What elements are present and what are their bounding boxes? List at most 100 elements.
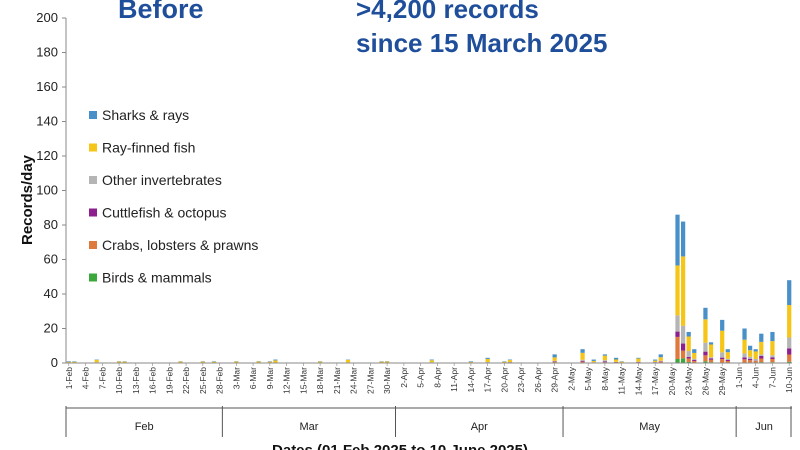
bar-segment-sharks-rays xyxy=(759,333,764,342)
bar-segment-crabs-lobsters-prawns xyxy=(658,361,663,363)
bar-segment-sharks-rays xyxy=(680,221,686,257)
bar-segment-ray-finned-fish xyxy=(725,352,730,359)
legend-label: Sharks & rays xyxy=(102,107,189,123)
x-date-label: 16-Feb xyxy=(148,367,158,394)
y-tick-label: 20 xyxy=(44,321,58,336)
y-tick-label: 60 xyxy=(44,252,58,267)
bar-segment-cuttlefish-octopus xyxy=(692,360,697,362)
x-date-label: 7-Feb xyxy=(97,367,107,389)
x-date-label: 7-Jun xyxy=(767,367,777,389)
bar-segment-ray-finned-fish xyxy=(708,344,714,358)
bar-segment-crabs-lobsters-prawns xyxy=(720,359,725,363)
bars-layer xyxy=(66,214,792,364)
bar-segment-sharks-rays xyxy=(658,354,663,358)
x-date-label: 18-Mar xyxy=(315,367,325,394)
bar-segment-crabs-lobsters-prawns xyxy=(680,350,686,359)
bar-segment-ray-finned-fish xyxy=(747,350,753,357)
bar-segment-crabs-lobsters-prawns xyxy=(747,360,753,363)
x-date-label: 8-Apr xyxy=(432,367,442,388)
x-date-label: 1-Feb xyxy=(64,367,74,389)
bar-segment-ray-finned-fish xyxy=(256,361,261,363)
banner-before: Before xyxy=(118,0,204,24)
bar-segment-ray-finned-fish xyxy=(692,352,697,359)
bar-segment-sharks-rays xyxy=(273,359,278,361)
bar-segment-ray-finned-fish xyxy=(178,361,183,363)
bar-segment-sharks-rays xyxy=(485,357,490,359)
bar-segment-sharks-rays xyxy=(552,354,557,358)
bar-segment-other-invertebrates xyxy=(753,358,758,361)
bar-segment-crabs-lobsters-prawns xyxy=(708,359,714,363)
bar-segment-sharks-rays xyxy=(708,342,714,345)
month-label: Feb xyxy=(135,421,154,433)
bar-segment-sharks-rays xyxy=(703,307,708,320)
y-tick-label: 140 xyxy=(36,114,58,129)
y-tick-label: 40 xyxy=(44,286,58,301)
x-date-label: 5-Apr xyxy=(416,367,426,388)
bar-segment-crabs-lobsters-prawns xyxy=(753,361,758,363)
bar-segment-cuttlefish-octopus xyxy=(602,361,608,363)
bar-segment-sharks-rays xyxy=(653,359,658,361)
x-date-label: 12-Mar xyxy=(282,367,292,394)
bar-segment-sharks-rays xyxy=(66,361,71,362)
bar-segment-other-invertebrates xyxy=(602,360,608,362)
bar-segment-other-invertebrates xyxy=(720,352,725,358)
bar-segment-ray-finned-fish xyxy=(770,341,775,356)
bar-segment-other-invertebrates xyxy=(692,358,697,361)
bar-segment-birds-mammals xyxy=(787,361,792,363)
bar-segment-sharks-rays xyxy=(468,361,473,362)
bar-segment-sharks-rays xyxy=(613,357,619,360)
legend-swatch xyxy=(89,176,97,184)
y-tick-label: 160 xyxy=(36,79,58,94)
bar-segment-cuttlefish-octopus xyxy=(742,357,747,360)
bar-segment-sharks-rays xyxy=(507,359,513,361)
bar-segment-crabs-lobsters-prawns xyxy=(770,359,775,363)
x-date-label: 20-Apr xyxy=(499,367,509,393)
bar-segment-ray-finned-fish xyxy=(485,358,490,362)
x-date-label: 8-May xyxy=(600,366,610,390)
x-date-label: 15-Mar xyxy=(298,367,308,394)
bar-segment-crabs-lobsters-prawns xyxy=(580,361,585,363)
x-date-label: 2-May xyxy=(566,366,576,390)
y-tick-label: 100 xyxy=(36,183,58,198)
bar-segment-sharks-rays xyxy=(770,331,775,342)
bar-segment-ray-finned-fish xyxy=(636,358,641,362)
x-date-label: 10-Feb xyxy=(114,367,124,394)
bar-segment-sharks-rays xyxy=(580,349,585,353)
bar-segment-ray-finned-fish xyxy=(720,330,725,353)
bar-segment-ray-finned-fish xyxy=(653,360,658,362)
x-date-label: 4-Feb xyxy=(81,367,91,389)
bar-segment-cuttlefish-octopus xyxy=(759,355,764,359)
bar-segment-cuttlefish-octopus xyxy=(708,358,714,360)
banner-records: >4,200 records since 15 March 2025 xyxy=(356,0,608,60)
bar-segment-other-invertebrates xyxy=(675,315,680,332)
bar-segment-ray-finned-fish xyxy=(703,319,708,343)
bar-segment-ray-finned-fish xyxy=(552,357,557,361)
bar-segment-sharks-rays xyxy=(787,280,792,306)
bar-segment-sharks-rays xyxy=(675,214,680,266)
x-date-label: 17-May xyxy=(650,366,660,395)
legend-label: Other invertebrates xyxy=(102,172,222,188)
x-date-label: 10-Jun xyxy=(784,367,794,393)
bar-segment-ray-finned-fish xyxy=(507,360,513,363)
x-date-label: 29-Apr xyxy=(550,367,560,393)
bar-segment-ray-finned-fish xyxy=(384,361,390,363)
bar-segment-birds-mammals xyxy=(686,361,691,363)
y-tick-label: 0 xyxy=(51,355,58,370)
bar-segment-ray-finned-fish xyxy=(468,361,473,363)
bar-segment-ray-finned-fish xyxy=(267,361,272,363)
bar-segment-other-invertebrates xyxy=(770,355,775,358)
x-date-label: 22-Feb xyxy=(181,367,191,394)
legend-swatch xyxy=(89,111,97,119)
x-date-label: 27-Mar xyxy=(365,367,375,394)
x-date-label: 25-Feb xyxy=(198,367,208,394)
x-date-label: 23-Apr xyxy=(516,367,526,393)
bar-segment-crabs-lobsters-prawns xyxy=(686,358,691,362)
bar-segment-ray-finned-fish xyxy=(94,359,99,363)
bar-segment-crabs-lobsters-prawns xyxy=(787,354,792,362)
x-date-label: 19-Feb xyxy=(164,367,174,394)
bar-segment-other-invertebrates xyxy=(552,360,557,362)
bar-segment-other-invertebrates xyxy=(759,354,764,356)
bar-segment-ray-finned-fish xyxy=(759,341,764,355)
x-date-label: 29-May xyxy=(717,366,727,395)
